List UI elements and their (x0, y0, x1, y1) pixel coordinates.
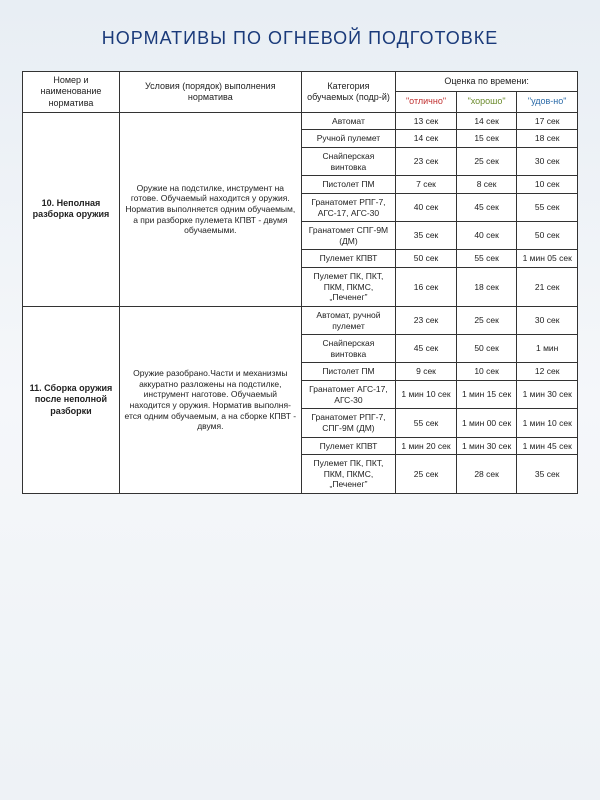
value-satis: 1 мин 05 сек (517, 250, 578, 268)
value-satis: 1 мин (517, 335, 578, 363)
value-excellent: 50 сек (396, 250, 457, 268)
table-row: 10. Неполная разборка оружияОружие на по… (23, 112, 578, 130)
header-grade-excellent: "отлично" (396, 92, 457, 112)
norm-name: 10. Неполная разборка оружия (23, 112, 120, 306)
value-excellent: 16 сек (396, 268, 457, 307)
value-satis: 35 сек (517, 455, 578, 494)
category-cell: Гранатомет СПГ-9М (ДМ) (301, 222, 396, 250)
header-conditions: Условия (порядок) выполнения норматива (119, 72, 301, 113)
value-excellent: 13 сек (396, 112, 457, 130)
header-number-name: Номер и наименование норматива (23, 72, 120, 113)
value-excellent: 55 сек (396, 409, 457, 437)
value-excellent: 1 мин 20 сек (396, 437, 457, 455)
norm-name: 11. Сборка оружия после неполной разборк… (23, 306, 120, 493)
value-good: 1 мин 30 сек (456, 437, 517, 455)
header-category: Категория обучаемых (подр-й) (301, 72, 396, 113)
category-cell: Пистолет ПМ (301, 176, 396, 194)
category-cell: Автомат (301, 112, 396, 130)
value-good: 50 сек (456, 335, 517, 363)
standards-table: Номер и наименование норматива Условия (… (22, 71, 578, 494)
value-good: 25 сек (456, 148, 517, 176)
category-cell: Пулемет КПВТ (301, 437, 396, 455)
page: НОРМАТИВЫ ПО ОГНЕВОЙ ПОДГОТОВКЕ Номер и … (0, 0, 600, 800)
value-good: 14 сек (456, 112, 517, 130)
table-body: 10. Неполная разборка оружияОружие на по… (23, 112, 578, 493)
category-cell: Пулемет КПВТ (301, 250, 396, 268)
category-cell: Гранатомет РПГ-7, СПГ-9М (ДМ) (301, 409, 396, 437)
page-title: НОРМАТИВЫ ПО ОГНЕВОЙ ПОДГОТОВКЕ (22, 28, 578, 49)
value-excellent: 1 мин 10 сек (396, 381, 457, 409)
value-good: 10 сек (456, 363, 517, 381)
value-satis: 30 сек (517, 148, 578, 176)
category-cell: Пистолет ПМ (301, 363, 396, 381)
value-satis: 12 сек (517, 363, 578, 381)
value-excellent: 25 сек (396, 455, 457, 494)
value-excellent: 40 сек (396, 193, 457, 221)
value-satis: 30 сек (517, 306, 578, 334)
value-satis: 50 сек (517, 222, 578, 250)
value-satis: 21 сек (517, 268, 578, 307)
value-satis: 17 сек (517, 112, 578, 130)
value-excellent: 23 сек (396, 306, 457, 334)
value-satis: 1 мин 30 сек (517, 381, 578, 409)
table-row: 11. Сборка оружия после неполной разборк… (23, 306, 578, 334)
value-good: 1 мин 00 сек (456, 409, 517, 437)
category-cell: Пулемет ПК, ПКТ, ПКМ, ПКМС, „Печенег” (301, 455, 396, 494)
table-header: Номер и наименование норматива Условия (… (23, 72, 578, 113)
value-good: 1 мин 15 сек (456, 381, 517, 409)
category-cell: Ручной пулемет (301, 130, 396, 148)
category-cell: Снайперская винтовка (301, 148, 396, 176)
value-excellent: 14 сек (396, 130, 457, 148)
value-good: 40 сек (456, 222, 517, 250)
category-cell: Автомат, ручной пулемет (301, 306, 396, 334)
value-excellent: 45 сек (396, 335, 457, 363)
value-satis: 1 мин 10 сек (517, 409, 578, 437)
value-satis: 55 сек (517, 193, 578, 221)
value-good: 8 сек (456, 176, 517, 194)
value-excellent: 23 сек (396, 148, 457, 176)
value-satis: 10 сек (517, 176, 578, 194)
category-cell: Гранатомет РПГ-7, АГС-17, АГС-30 (301, 193, 396, 221)
category-cell: Снайперская винтовка (301, 335, 396, 363)
value-good: 28 сек (456, 455, 517, 494)
value-good: 55 сек (456, 250, 517, 268)
norm-conditions: Оружие на подстилке, инстру­мент на гото… (119, 112, 301, 306)
value-satis: 1 мин 45 сек (517, 437, 578, 455)
value-good: 15 сек (456, 130, 517, 148)
value-good: 25 сек (456, 306, 517, 334)
category-cell: Гранатомет АГС-17, АГС-30 (301, 381, 396, 409)
category-cell: Пулемет ПК, ПКТ, ПКМ, ПКМС, „Печенег” (301, 268, 396, 307)
value-good: 45 сек (456, 193, 517, 221)
norm-conditions: Оружие разобрано.Части и ме­ханизмы акку… (119, 306, 301, 493)
value-excellent: 9 сек (396, 363, 457, 381)
value-good: 18 сек (456, 268, 517, 307)
value-satis: 18 сек (517, 130, 578, 148)
value-excellent: 7 сек (396, 176, 457, 194)
header-grade: Оценка по времени: (396, 72, 578, 92)
header-grade-satis: "удов-но" (517, 92, 578, 112)
header-grade-good: "хорошо" (456, 92, 517, 112)
value-excellent: 35 сек (396, 222, 457, 250)
